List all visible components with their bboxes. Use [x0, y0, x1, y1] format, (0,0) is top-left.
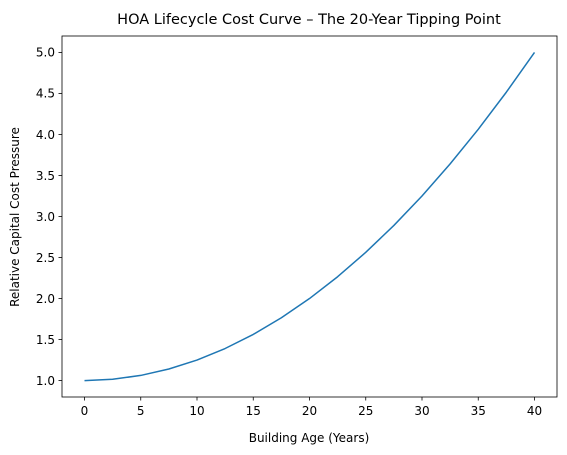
y-tick-label-6: 4.0	[36, 128, 55, 142]
chart-title: HOA Lifecycle Cost Curve – The 20-Year T…	[117, 12, 501, 28]
y-tick-label-5: 3.5	[36, 169, 55, 183]
y-tick-label-8: 5.0	[36, 46, 55, 60]
x-tick-label-5: 25	[358, 404, 373, 418]
y-tick-label-4: 3.0	[36, 210, 55, 224]
x-tick-label-7: 35	[471, 404, 486, 418]
x-tick-label-8: 40	[527, 404, 542, 418]
x-tick-label-4: 20	[302, 404, 317, 418]
x-tick-label-6: 30	[414, 404, 429, 418]
x-tick-label-3: 15	[246, 404, 261, 418]
y-tick-label-0: 1.0	[36, 374, 55, 388]
y-tick-label-2: 2.0	[36, 292, 55, 306]
y-tick-label-3: 2.5	[36, 251, 55, 265]
y-tick-label-7: 4.5	[36, 87, 55, 101]
series-line-0	[84, 51, 536, 382]
x-tick-label-2: 10	[189, 404, 204, 418]
y-tick-label-1: 1.5	[36, 333, 55, 347]
plot-area: 0 5 10 15 20 25 30 35 40 1.0 1.5 2.0 2.5 3.0 3.5 4.0 4.5…	[36, 35, 558, 418]
x-tick-label-0: 0	[81, 404, 89, 418]
y-axis-label: Relative Capital Cost Pressure	[8, 127, 22, 307]
x-axis-label: Building Age (Years)	[249, 431, 370, 445]
x-tick-label-1: 5	[137, 404, 145, 418]
